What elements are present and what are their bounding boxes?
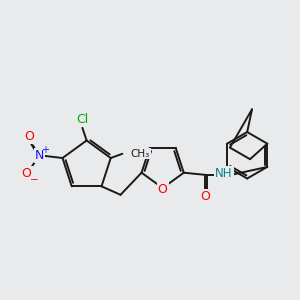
- Text: −: −: [30, 175, 38, 185]
- Text: O: O: [200, 190, 210, 203]
- Text: O: O: [158, 183, 168, 196]
- Text: Cl: Cl: [76, 113, 88, 126]
- Text: NH: NH: [215, 167, 233, 180]
- Text: CH₃: CH₃: [131, 149, 150, 159]
- Text: O: O: [24, 130, 34, 143]
- Text: O: O: [22, 167, 32, 180]
- Text: N: N: [34, 149, 44, 162]
- Text: +: +: [40, 145, 49, 154]
